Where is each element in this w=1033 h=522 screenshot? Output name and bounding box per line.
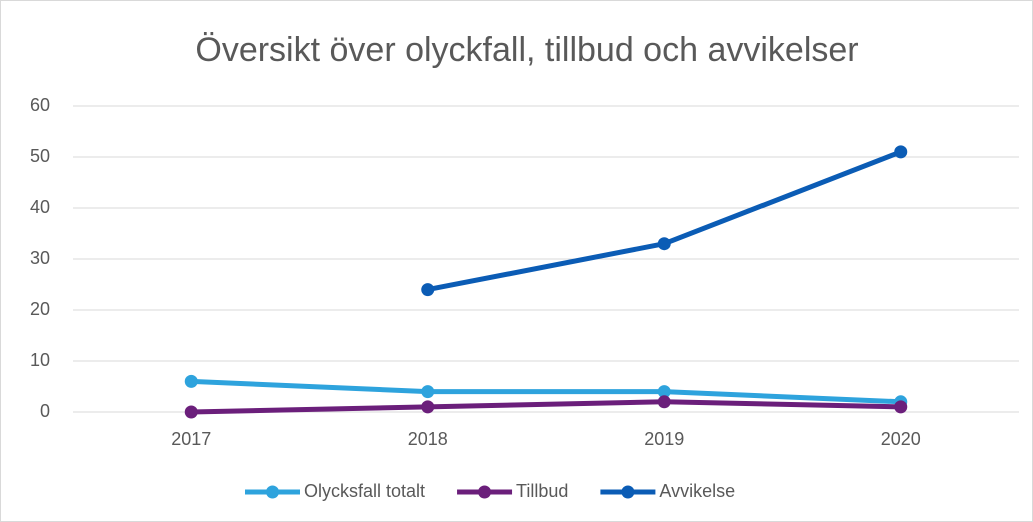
y-tick-label: 30 (30, 248, 50, 268)
y-tick-label: 50 (30, 146, 50, 166)
legend-marker (266, 485, 279, 499)
data-point (894, 400, 908, 414)
x-tick-label: 2020 (881, 429, 921, 449)
series-line (188, 399, 904, 415)
legend-marker (478, 485, 492, 499)
x-tick-label: 2017 (171, 429, 211, 449)
series-line (188, 378, 904, 405)
y-tick-label: 10 (30, 350, 50, 370)
data-point (657, 237, 671, 251)
x-tick-label: 2018 (408, 429, 448, 449)
legend-label: Avvikelse (659, 481, 735, 501)
y-tick-label: 0 (40, 401, 50, 421)
data-point (184, 374, 198, 388)
data-point (657, 395, 671, 409)
y-tick-label: 60 (30, 95, 50, 115)
data-point (421, 400, 435, 414)
legend-label: Olycksfall totalt (304, 481, 425, 501)
data-point (894, 145, 908, 159)
legend-label: Tillbud (516, 481, 568, 501)
y-tick-label: 40 (30, 197, 50, 217)
data-point (421, 283, 435, 297)
data-point (421, 385, 435, 399)
legend-marker (621, 485, 635, 499)
y-tick-label: 20 (30, 299, 50, 319)
data-point (657, 385, 671, 399)
chart-title: Översikt över olyckfall, tillbud och avv… (195, 31, 858, 69)
data-point (184, 405, 198, 419)
x-tick-label: 2019 (644, 429, 684, 449)
